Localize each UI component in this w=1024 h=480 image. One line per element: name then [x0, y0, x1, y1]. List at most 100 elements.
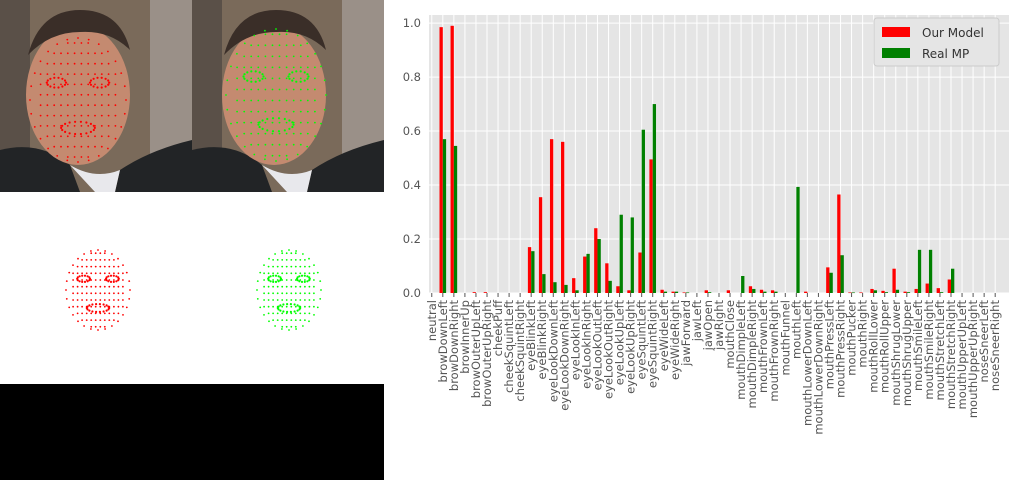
bar-real-mp-mouthShrugUpper	[906, 292, 911, 293]
landmark-dot	[81, 319, 83, 321]
landmark-dot	[230, 65, 232, 68]
landmark-dot	[113, 305, 115, 308]
y-tick-label: 0.8	[403, 70, 421, 84]
x-tick-label-browDownRight: browDownRight	[447, 300, 461, 392]
landmark-dot	[257, 132, 260, 135]
landmark-dot	[66, 114, 69, 117]
landmark-dot	[250, 99, 253, 102]
landmark-dot	[103, 285, 106, 288]
landmark-dot	[261, 119, 264, 122]
landmark-dot	[290, 299, 293, 301]
landmark-dot	[319, 298, 322, 300]
landmark-dot	[278, 99, 281, 102]
landmark-dot	[257, 44, 260, 47]
landmark-dot	[292, 99, 295, 102]
landmark-dot	[285, 132, 288, 135]
landmark-dot	[73, 145, 76, 148]
landmark-dot	[295, 80, 298, 83]
landmark-dot	[77, 161, 79, 163]
landmark-dot	[73, 62, 76, 65]
landmark-dot	[107, 62, 110, 65]
landmark-dot	[269, 275, 272, 278]
landmark-dot	[85, 292, 88, 295]
landmark-dot	[90, 312, 93, 315]
landmark-dot	[281, 250, 283, 252]
landmark-dot	[60, 145, 62, 148]
landmark-dot	[107, 83, 110, 86]
bar-real-mp-jawOpen	[707, 292, 712, 293]
landmark-dot	[122, 272, 124, 275]
landmark-dot	[278, 110, 281, 113]
landmark-dot	[236, 88, 238, 91]
landmark-dot	[114, 125, 117, 127]
landmark-dot	[257, 110, 260, 113]
landmark-dot	[292, 44, 295, 47]
landmark-dot	[114, 83, 117, 86]
bar-real-mp-eyeLookOutRight	[608, 280, 612, 293]
landmark-dot	[86, 305, 89, 308]
x-tick-label-mouthShrugUpper: mouthShrugUpper	[900, 300, 914, 406]
bar-our-model-eyeLookInRight	[583, 256, 587, 293]
landmark-dot	[125, 271, 128, 274]
landmark-dot	[115, 280, 118, 283]
landmark-dot	[291, 71, 294, 74]
landmark-dot	[122, 314, 124, 316]
landmark-dot	[299, 312, 302, 315]
landmark-dot	[107, 125, 110, 127]
landmark-dot	[29, 99, 31, 101]
landmark-dot	[246, 79, 249, 82]
landmark-dot	[128, 298, 131, 300]
landmark-dot	[289, 310, 292, 313]
bar-our-model-mouthRollLower	[870, 288, 874, 293]
landmark-dot	[104, 77, 107, 80]
landmark-dot	[254, 70, 257, 73]
landmark-dot	[313, 285, 315, 288]
landmark-dot	[114, 73, 117, 75]
landmark-dot	[263, 314, 265, 316]
landmark-dot	[53, 93, 56, 96]
landmark-dot	[264, 143, 267, 146]
landmark-dot	[81, 285, 83, 288]
bar-our-model-mouthPressRight	[837, 194, 841, 293]
landmark-dot	[76, 285, 79, 288]
x-tick-label-eyeWideRight: eyeWideRight	[668, 300, 682, 380]
bar-real-mp-mouthShrugLower	[895, 289, 900, 293]
landmark-dot	[250, 132, 253, 135]
landmark-dot	[39, 93, 42, 96]
landmark-dot	[108, 265, 111, 268]
landmark-dot	[314, 121, 316, 124]
landmark-dot	[94, 325, 97, 328]
landmark-dot	[97, 43, 100, 45]
landmark-dot	[278, 55, 281, 58]
landmark-dot	[272, 272, 274, 275]
landmark-dot	[276, 299, 279, 301]
landmark-dot	[287, 75, 290, 78]
landmark-dot	[128, 280, 131, 282]
landmark-dot	[68, 271, 71, 274]
landmark-dot	[103, 325, 106, 328]
landmark-dot	[113, 279, 115, 281]
landmark-dot	[299, 70, 302, 73]
landmark-dot	[83, 274, 87, 277]
bar-real-mp-mouthSmileRight	[928, 249, 933, 293]
landmark-dot	[299, 121, 302, 124]
x-tick-label-mouthLowerDownLeft: mouthLowerDownLeft	[800, 300, 814, 426]
landmark-dot	[115, 275, 118, 278]
landmark-dot	[278, 121, 281, 124]
landmark-dot	[285, 44, 288, 47]
landmark-dot	[293, 303, 296, 306]
landmark-dot	[90, 325, 93, 328]
landmark-dot	[295, 70, 298, 73]
blendshape-bar-chart: 0.00.20.40.60.81.0 neutralbrowDownLeftbr…	[403, 15, 1009, 435]
landmark-dot	[123, 85, 126, 88]
landmark-dot	[281, 265, 284, 268]
landmark-dot	[299, 110, 302, 113]
landmark-dot	[33, 126, 36, 128]
x-tick-label-mouthUpperUpRight: mouthUpperUpRight	[966, 300, 980, 419]
bar-our-model-eyeBlinkLeft	[527, 247, 532, 293]
landmark-dot	[87, 93, 90, 96]
landmark-dot	[87, 135, 90, 138]
landmark-dot	[99, 265, 102, 268]
landmark-dot	[73, 83, 76, 86]
landmark-dot	[100, 83, 103, 86]
